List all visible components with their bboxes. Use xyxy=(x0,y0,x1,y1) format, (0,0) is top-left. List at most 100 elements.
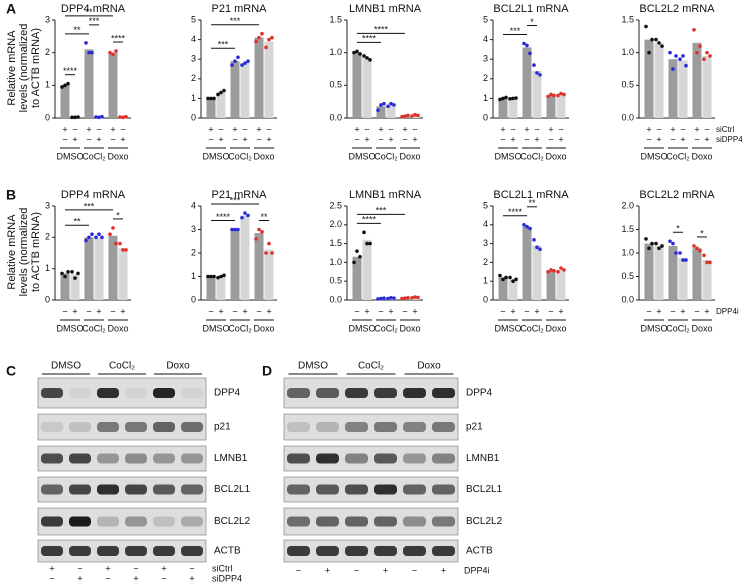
condition-sign: − xyxy=(656,124,661,134)
condition-sign: − xyxy=(96,124,101,134)
bar xyxy=(678,60,688,118)
data-point xyxy=(522,223,526,227)
data-point xyxy=(362,230,366,235)
data-point xyxy=(111,52,115,57)
data-point xyxy=(684,63,688,68)
y-tick-label: 0.5 xyxy=(621,80,634,90)
significance-label: **** xyxy=(111,33,126,43)
blot-group-label: Doxo xyxy=(166,361,190,372)
panel-label: B xyxy=(6,187,16,203)
blot-band xyxy=(97,422,119,432)
y-tick-label: 4 xyxy=(483,219,488,229)
condition-sign: + xyxy=(266,134,271,144)
y-tick-label: 1 xyxy=(191,271,196,281)
significance-label: **** xyxy=(374,25,389,35)
condition-sign: − xyxy=(354,565,359,575)
condition-sign: − xyxy=(402,306,407,316)
bar xyxy=(522,226,532,300)
group-label: Doxo xyxy=(691,151,712,161)
condition-sign: + xyxy=(680,306,685,316)
bar xyxy=(70,274,80,300)
data-point xyxy=(358,254,362,259)
data-point xyxy=(562,92,566,97)
condition-sign: + xyxy=(364,134,369,144)
condition-sign: + xyxy=(383,565,388,575)
condition-sign: − xyxy=(120,124,125,134)
blot-band xyxy=(316,388,339,398)
blot-band xyxy=(374,422,397,432)
bar xyxy=(498,98,508,118)
y-tick-label: 2 xyxy=(45,232,50,242)
data-point xyxy=(230,227,234,232)
group-label: DMSO xyxy=(495,323,522,333)
blot-group-label: Doxo xyxy=(417,361,441,372)
data-point xyxy=(410,114,414,118)
data-point xyxy=(692,28,696,32)
data-point xyxy=(368,58,372,62)
condition-sign: + xyxy=(558,134,563,144)
significance-label: *** xyxy=(376,206,387,216)
data-point xyxy=(90,50,94,55)
data-point xyxy=(257,35,261,40)
blot-band xyxy=(432,422,455,432)
blot-band-label: BCL2L2 xyxy=(466,516,503,527)
condition-sign: + xyxy=(161,563,166,573)
blot-band xyxy=(403,388,426,398)
group-label: CoCl₂ xyxy=(82,151,106,161)
data-point xyxy=(100,114,104,119)
blot-band xyxy=(69,422,91,432)
condition-sign: − xyxy=(704,124,709,134)
blot-band-label: LMNB1 xyxy=(214,453,248,464)
data-point xyxy=(108,232,112,236)
bar xyxy=(264,249,274,300)
blot-band xyxy=(125,484,147,495)
blot-band xyxy=(153,516,175,527)
group-label: CoCl₂ xyxy=(520,323,544,333)
blot-band xyxy=(97,546,119,556)
condition-sign: − xyxy=(378,134,383,144)
bar xyxy=(678,257,688,300)
data-point xyxy=(403,296,407,300)
data-point xyxy=(552,269,556,273)
condition-name: DPP4i xyxy=(716,307,739,316)
data-point xyxy=(212,274,216,279)
condition-sign: − xyxy=(378,306,383,316)
condition-sign: + xyxy=(656,306,661,316)
data-point xyxy=(362,54,366,58)
condition-sign: + xyxy=(364,306,369,316)
condition-sign: − xyxy=(388,124,393,134)
data-point xyxy=(400,296,404,301)
data-point xyxy=(674,251,678,255)
data-point xyxy=(270,251,274,255)
blot-band xyxy=(374,546,397,556)
bar xyxy=(508,279,518,300)
data-point xyxy=(240,63,244,67)
bar xyxy=(692,248,702,300)
chart-title: DPP4 mRNA xyxy=(61,3,126,15)
blot-band xyxy=(403,516,426,527)
y-tick-label: 0.5 xyxy=(329,80,342,90)
blot-band xyxy=(69,516,91,527)
significance-label: * xyxy=(530,17,534,27)
data-point xyxy=(121,115,125,120)
bar xyxy=(668,59,678,118)
y-axis-label: Relative mRNA levels (normalized to ACTB m… xyxy=(6,24,42,113)
data-point xyxy=(358,52,362,56)
blot-band xyxy=(316,516,339,527)
data-point xyxy=(230,63,234,67)
y-tick-label: 3 xyxy=(45,14,50,24)
data-point xyxy=(236,227,240,232)
condition-sign: − xyxy=(354,306,359,316)
y-tick-label: 0 xyxy=(483,112,488,122)
data-point xyxy=(678,251,682,255)
data-point xyxy=(243,61,247,65)
condition-sign: + xyxy=(72,134,77,144)
blot-band xyxy=(345,516,368,527)
data-point xyxy=(562,268,566,272)
data-point xyxy=(511,96,515,101)
condition-sign: + xyxy=(232,124,237,134)
condition-sign: − xyxy=(500,134,505,144)
blot-band xyxy=(316,546,339,556)
panel-label: C xyxy=(6,363,16,379)
